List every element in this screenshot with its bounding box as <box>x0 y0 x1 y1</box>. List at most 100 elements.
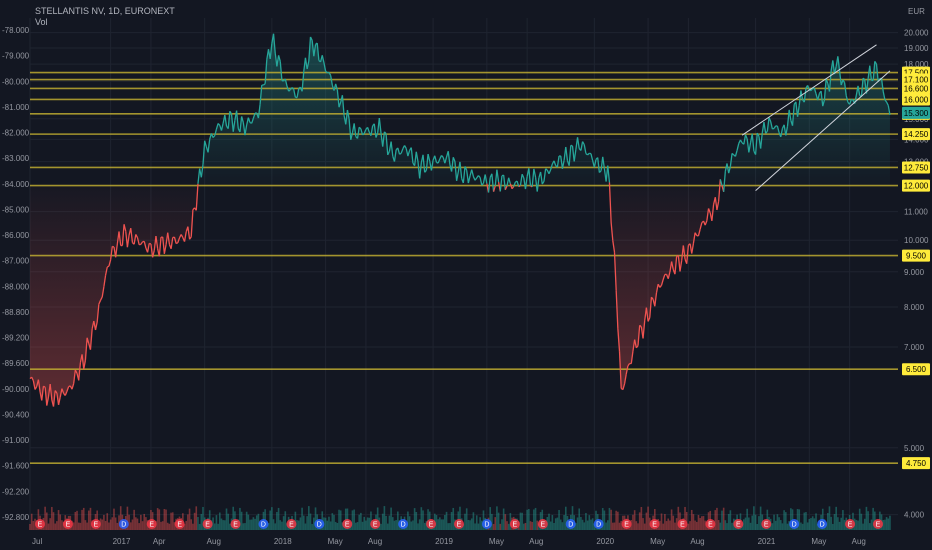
price-segment <box>707 208 711 214</box>
event-marker-label: E <box>94 522 99 529</box>
channel-line <box>755 70 891 192</box>
price-segment <box>770 121 774 130</box>
volume-bar <box>239 507 241 530</box>
price-segment <box>140 241 144 245</box>
price-segment <box>197 168 201 184</box>
volume-bar <box>197 516 199 530</box>
price-segment <box>832 60 836 75</box>
volume-bar <box>166 522 169 530</box>
event-marker <box>845 519 856 529</box>
volume-bar <box>224 520 226 530</box>
volume-label[interactable]: Vol <box>35 17 48 27</box>
volume-bar <box>667 518 670 530</box>
event-marker-label: E <box>205 522 210 529</box>
x-axis-tick: 2019 <box>435 537 453 546</box>
price-segment <box>466 170 470 184</box>
price-segment <box>83 360 87 370</box>
volume-bar <box>659 520 661 530</box>
volume-bar <box>459 506 461 530</box>
volume-bar <box>368 517 371 530</box>
volume-bar <box>277 507 280 530</box>
volume-bar <box>665 521 668 530</box>
price-segment <box>321 55 325 63</box>
price-segment <box>74 369 78 374</box>
price-segment <box>464 166 468 171</box>
volume-bar <box>499 523 502 530</box>
x-axis-tick: May <box>489 537 504 546</box>
price-segment <box>170 237 174 249</box>
volume-bar <box>269 510 271 530</box>
volume-bar <box>242 523 245 530</box>
price-segment <box>838 70 842 86</box>
price-segment <box>615 290 619 329</box>
price-segment <box>632 339 636 352</box>
volume-bar <box>578 508 581 530</box>
price-segment <box>397 147 401 155</box>
support-resistance-levels <box>30 71 898 464</box>
price-segment <box>618 351 622 389</box>
price-segment <box>410 147 414 164</box>
price-segment <box>754 132 758 155</box>
volume-bar <box>252 517 255 530</box>
volume-bar <box>832 523 834 530</box>
price-segment <box>177 237 181 243</box>
level-tag-box <box>902 363 930 376</box>
volume-bar <box>44 506 46 530</box>
price-segment <box>286 85 290 92</box>
volume-bar <box>548 513 550 530</box>
volume-bar <box>140 514 142 530</box>
price-segment <box>459 161 463 179</box>
event-marker-label: D <box>596 522 601 529</box>
event-marker <box>705 519 716 529</box>
price-segment <box>108 259 112 267</box>
volume-bar <box>642 518 644 530</box>
price-segment <box>882 91 886 100</box>
price-segment <box>874 60 878 65</box>
volume-bar <box>492 523 495 530</box>
level-tag-box <box>902 249 930 262</box>
event-marker <box>621 519 632 529</box>
price-segment <box>582 141 585 145</box>
volume-bar <box>415 512 418 530</box>
price-segment <box>200 164 204 178</box>
volume-bar <box>576 517 579 530</box>
volume-bar <box>788 521 790 530</box>
volume-bar <box>699 518 701 530</box>
price-segment <box>224 114 228 127</box>
price-segment <box>647 317 651 322</box>
price-segment <box>519 174 523 186</box>
event-marker <box>62 519 73 529</box>
volume-bar <box>57 510 60 530</box>
volume-bar <box>109 519 112 530</box>
volume-bar <box>308 506 310 530</box>
volume-bar <box>695 521 698 530</box>
volume-bar <box>30 513 33 530</box>
volume-bar <box>244 523 246 530</box>
symbol-title[interactable]: STELLANTIS NV, 1D, EURONEXT <box>35 6 175 16</box>
price-segment <box>382 131 386 147</box>
volume-bar <box>412 520 414 530</box>
volume-bar <box>855 519 858 530</box>
volume-bar <box>615 510 617 530</box>
volume-bar <box>257 513 260 530</box>
volume-bar <box>299 517 302 530</box>
price-segment <box>263 83 266 86</box>
volume-bar <box>173 522 176 530</box>
volume-bar <box>156 508 159 530</box>
price-segment <box>726 163 730 174</box>
price-segment <box>284 78 288 87</box>
volume-bar <box>842 510 844 530</box>
volume-bar <box>218 512 221 530</box>
volume-bar <box>339 510 342 530</box>
price-segment <box>798 90 802 106</box>
price-segment <box>837 56 841 71</box>
price-segment <box>587 152 590 156</box>
event-marker <box>258 519 269 529</box>
volume-bar <box>556 517 559 530</box>
volume-bar <box>633 510 636 530</box>
price-segment <box>729 153 733 167</box>
price-segment <box>383 131 387 135</box>
price-segment <box>44 387 48 406</box>
volume-bar <box>865 506 868 530</box>
